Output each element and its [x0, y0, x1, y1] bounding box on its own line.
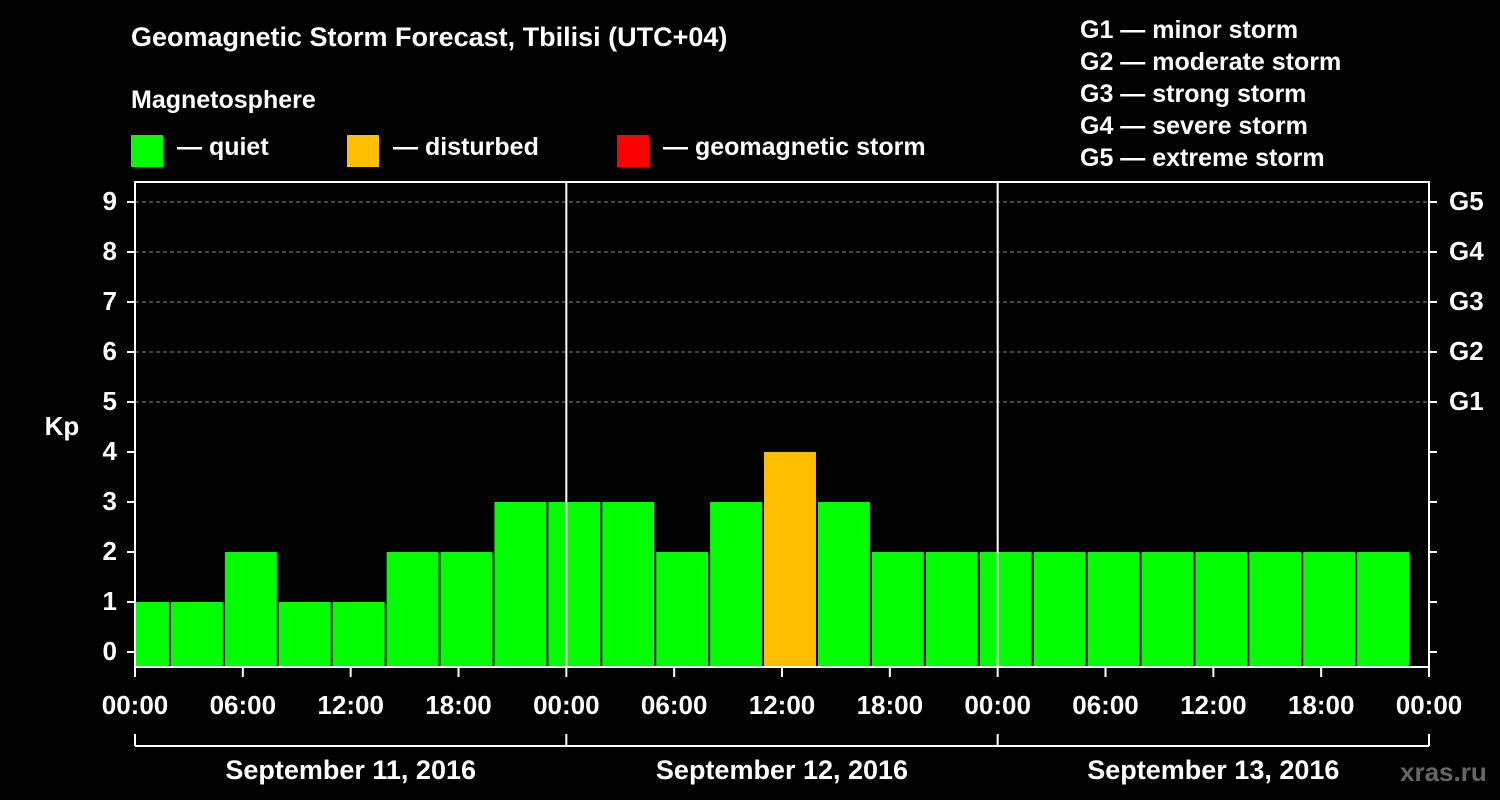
kp-bar [1033, 552, 1086, 667]
watermark: xras.ru [1400, 757, 1487, 787]
kp-bar [494, 502, 547, 667]
kp-bar [135, 602, 169, 667]
g-level-label: G1 [1449, 386, 1484, 416]
legend-storm-swatch [617, 135, 649, 167]
y-tick-label: 3 [103, 486, 117, 516]
g-level-label: G4 [1449, 236, 1484, 266]
kp-bar [871, 552, 924, 667]
magnetosphere-label: Magnetosphere [131, 86, 316, 114]
y-tick-label: 4 [103, 436, 118, 466]
chart-title: Geomagnetic Storm Forecast, Tbilisi (UTC… [131, 22, 728, 52]
kp-bar [548, 502, 601, 667]
y-axis-label: Kp [45, 411, 80, 441]
kp-bar [1195, 552, 1248, 667]
kp-bar [925, 552, 978, 667]
storm-scale-g1: G1 — minor storm [1080, 16, 1299, 44]
y-tick-label: 5 [103, 386, 117, 416]
x-tick-label: 00:00 [102, 690, 169, 720]
y-tick-label: 7 [103, 286, 117, 316]
kp-bar [817, 502, 870, 667]
x-tick-label: 12:00 [749, 690, 816, 720]
date-label: September 12, 2016 [656, 755, 908, 785]
x-tick-label: 06:00 [1072, 690, 1139, 720]
y-tick-label: 0 [103, 636, 117, 666]
kp-bar [170, 602, 223, 667]
y-tick-label: 9 [103, 186, 117, 216]
storm-scale-g4: G4 — severe storm [1080, 112, 1308, 140]
storm-scale-legend: G1 — minor storm G2 — moderate storm G3 … [1080, 14, 1341, 174]
kp-bar [710, 502, 763, 667]
kp-bar [224, 552, 277, 667]
g-level-label: G2 [1449, 336, 1484, 366]
y-tick-label: 2 [103, 536, 117, 566]
kp-bar [386, 552, 439, 667]
y-tick-label: 8 [103, 236, 117, 266]
y-tick-label: 6 [103, 336, 117, 366]
kp-bar [1303, 552, 1356, 667]
date-label: September 13, 2016 [1087, 755, 1339, 785]
g-level-label: G3 [1449, 286, 1484, 316]
legend-quiet-swatch [131, 135, 163, 167]
x-tick-label: 06:00 [210, 690, 277, 720]
kp-bar [979, 552, 1032, 667]
legend-quiet-label: — quiet [177, 133, 269, 161]
storm-scale-g3: G3 — strong storm [1080, 80, 1307, 108]
kp-bar [764, 452, 816, 667]
x-tick-label: 00:00 [1396, 690, 1463, 720]
legend-disturbed-swatch [347, 135, 379, 167]
x-tick-label: 12:00 [1180, 690, 1247, 720]
kp-bar [1357, 552, 1410, 667]
x-tick-label: 18:00 [1288, 690, 1355, 720]
y-tick-label: 1 [103, 586, 117, 616]
kp-bar [332, 602, 385, 667]
x-tick-label: 18:00 [425, 690, 492, 720]
kp-bar [1141, 552, 1194, 667]
kp-bar [656, 552, 709, 667]
kp-bar [1087, 552, 1140, 667]
kp-bar [602, 502, 655, 667]
g-level-label: G5 [1449, 186, 1484, 216]
x-tick-label: 18:00 [857, 690, 924, 720]
legend-storm-label: — geomagnetic storm [663, 133, 926, 161]
storm-scale-g2: G2 — moderate storm [1080, 48, 1342, 76]
storm-scale-g5: G5 — extreme storm [1080, 144, 1325, 172]
legend-disturbed-label: — disturbed [393, 133, 539, 161]
x-tick-label: 00:00 [964, 690, 1031, 720]
kp-bar [440, 552, 493, 667]
kp-bar [1249, 552, 1302, 667]
kp-bar [278, 602, 331, 667]
x-tick-label: 12:00 [317, 690, 384, 720]
x-tick-label: 00:00 [533, 690, 600, 720]
x-tick-label: 06:00 [641, 690, 708, 720]
date-label: September 11, 2016 [225, 755, 476, 785]
